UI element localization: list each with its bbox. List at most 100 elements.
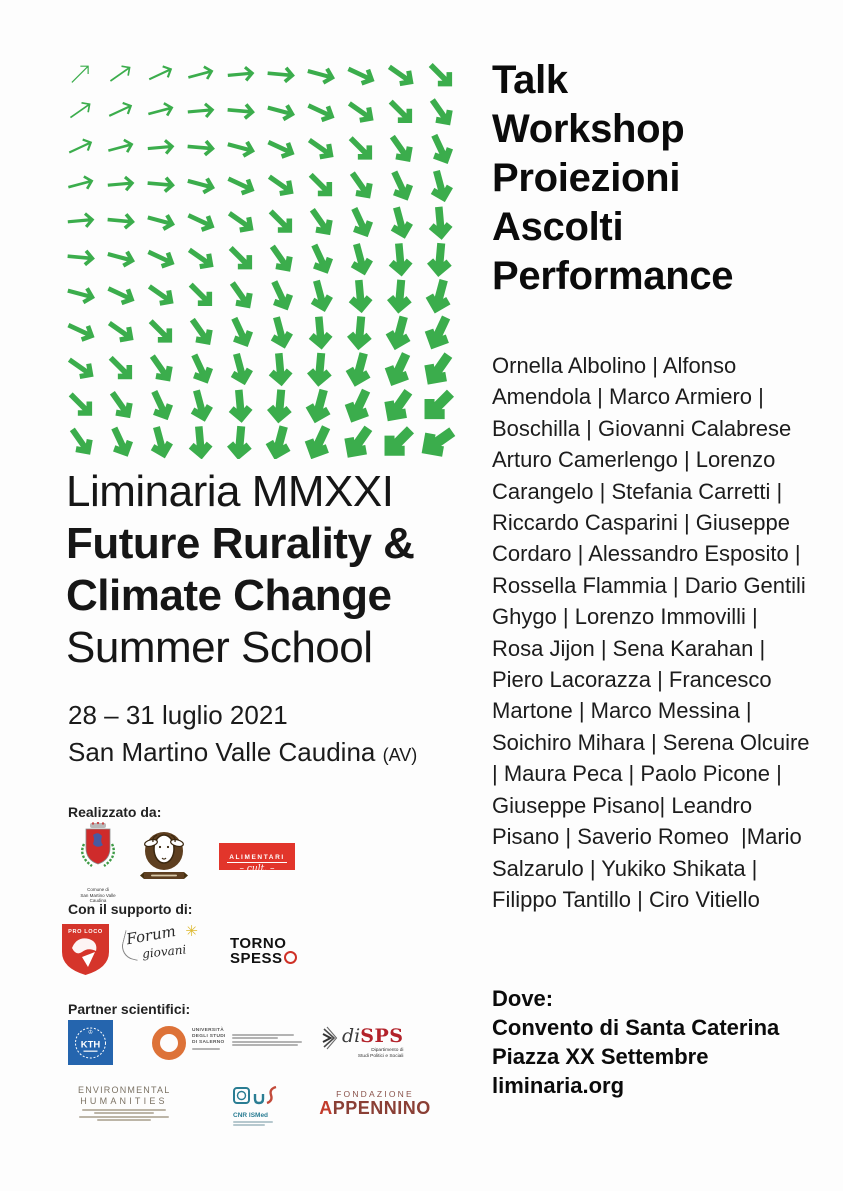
sun-doodle-icon: ✳	[185, 923, 198, 940]
logo-environmental-humanities: ENVIRONMENTAL HUMANITIES	[78, 1085, 170, 1123]
event-series-title: Liminaria MMXXI	[66, 467, 394, 516]
event-format-title: Summer School	[66, 623, 373, 672]
arrow-pattern-graphic	[67, 63, 456, 459]
text-line: Convento di Santa Caterina	[492, 1015, 780, 1040]
micro-text-bar	[94, 1112, 154, 1115]
university-name-line2: DEGLI STUDI	[192, 1034, 226, 1040]
venue-block: Dove: Convento di Santa Caterina Piazza X…	[492, 984, 779, 1100]
text-line: Ghygo | Lorenzo Immovilli |	[492, 604, 758, 630]
cnr-ismed-label: CNR ISMed	[233, 1112, 269, 1119]
university-name-line1: UNIVERSITÀ	[192, 1028, 225, 1033]
text-line: Workshop	[492, 107, 685, 151]
pro-loco-shield-icon: PRO LOCO	[62, 924, 109, 975]
text-line: Salzarulo | Yukiko Shikata |	[492, 855, 758, 881]
section-label-partner-scientifici: Partner scientifici:	[68, 1001, 191, 1017]
micro-text-bar	[231, 1044, 298, 1047]
text-line: Soichiro Mihara | Serena Olcuire	[492, 729, 810, 755]
micro-text-bar	[79, 1115, 169, 1118]
venue-label: Dove:	[492, 986, 554, 1011]
kth-acronym: KTH	[81, 1040, 101, 1051]
micro-text-bar	[97, 1119, 151, 1122]
red-circle-o-icon: O	[283, 951, 297, 964]
text-line: Martone | Marco Messina |	[492, 698, 752, 724]
logo-torno-spesso: TORNO SPESSO	[230, 936, 297, 966]
text-line: | Maura Peca | Paolo Picone |	[492, 761, 782, 787]
program-types-list: Talk Workshop Proiezioni Ascolti Performance	[492, 56, 734, 301]
logo-comune-san-martino: Comune di San Martino Valle Caudina	[74, 821, 122, 904]
disps-subtitle-line2: Studi Politici e Sociali	[357, 1054, 404, 1059]
text-line: Rossella Flammia | Dario Gentili	[492, 572, 806, 598]
svg-text:♔: ♔	[88, 1029, 93, 1036]
logo-pro-loco: PRO LOCO	[58, 922, 113, 982]
disps-fan-icon	[322, 1026, 338, 1050]
text-line: Filippo Tantillo | Ciro Vitiello	[492, 886, 760, 912]
section-label-con-il-supporto: Con il supporto di:	[68, 901, 193, 917]
disps-wordmark: diSPS	[342, 1026, 403, 1046]
text-line: Pisano | Saverio Romeo |Mario	[492, 824, 802, 850]
micro-text-bar	[231, 1033, 294, 1036]
fondazione-word: FONDAZIONE	[336, 1089, 414, 1099]
logo-sheep-brand	[139, 827, 189, 888]
logo-university-salerno: UNIVERSITÀ DEGLI STUDI DI SALERNO	[152, 1026, 302, 1060]
text-line: liminaria.org	[492, 1073, 625, 1098]
event-dates: 28 – 31 luglio 2021	[68, 700, 288, 730]
event-location-province: (AV)	[382, 745, 418, 765]
university-dept-block	[231, 1026, 302, 1048]
logo-fondazione-appennino: FONDAZIONE APPENNINO	[315, 1089, 435, 1118]
event-theme-line-1: Future Rurality &	[66, 519, 415, 568]
logo-cnr-ismed: CNR ISMed	[233, 1084, 283, 1128]
sheep-head-icon	[140, 832, 188, 879]
speakers-names-list: Ornella Albolino | Alfonso Amendola | Mar…	[492, 350, 822, 915]
pro-loco-band-text: PRO LOCO	[68, 929, 103, 935]
university-seal-icon	[152, 1026, 186, 1060]
torno-line: TORNO	[230, 935, 287, 952]
logo-kth: ♔ KTH	[68, 1020, 113, 1070]
disps-subtitle: Dipartimento di Studi Politici e Sociali	[342, 1048, 404, 1060]
micro-text-bar	[233, 1124, 265, 1127]
event-location-name: San Martino Valle Caudina	[68, 737, 376, 767]
spesso-line: SPESSO	[230, 951, 297, 966]
text-line: Talk	[492, 58, 568, 102]
logo-alimentari-cult: ALIMENTARI cult.	[219, 843, 295, 874]
comune-caption-line2: San Martino Valle Caudina	[80, 892, 116, 904]
micro-text-bar	[231, 1040, 302, 1043]
text-line: Cordaro | Alessandro Esposito |	[492, 541, 801, 567]
appennino-word: APPENNINO	[319, 1098, 431, 1118]
section-label-realizzato-da: Realizzato da:	[68, 804, 162, 820]
disps-sps: SPS	[360, 1025, 404, 1047]
text-line: Piero Lacorazza | Francesco	[492, 667, 772, 693]
spesso-text: SPESS	[230, 950, 283, 967]
micro-text-bar	[231, 1037, 278, 1040]
logo-forum-giovani: Forum ✳ giovani	[119, 922, 200, 982]
alimentari-cult-wordmark: cult.	[219, 864, 295, 874]
text-line: Piazza XX Settembre	[492, 1044, 709, 1069]
disps-di: di	[342, 1025, 361, 1047]
disps-subtitle-line1: Dipartimento di	[371, 1048, 404, 1053]
text-line: Rosa Jijon | Sena Karahan |	[492, 635, 766, 661]
micro-text-bar	[192, 1048, 220, 1051]
text-line: Boschilla | Giovanni Calabrese	[492, 415, 792, 441]
text-line: Riccardo Casparini | Giuseppe	[492, 510, 790, 536]
event-theme-line-2: Climate Change	[66, 571, 392, 620]
text-line: Ascolti	[492, 205, 624, 249]
eh-line1: ENVIRONMENTAL	[78, 1085, 171, 1095]
comune-caption-line1: Comune di	[87, 887, 109, 892]
text-line: Carangelo | Stefania Carretti |	[492, 478, 783, 504]
kth-seal-icon: ♔ KTH	[68, 1020, 113, 1065]
micro-text-bar	[233, 1120, 273, 1123]
university-name-block: UNIVERSITÀ DEGLI STUDI DI SALERNO	[192, 1026, 226, 1052]
cnr-ismed-icon	[233, 1085, 277, 1105]
logo-disps: diSPS Dipartimento di Studi Politici e S…	[322, 1026, 403, 1060]
text-line: Ornella Albolino | Alfonso	[492, 353, 737, 378]
text-line: Amendola | Marco Armiero |	[492, 384, 764, 410]
text-line: Proiezioni	[492, 156, 681, 200]
micro-text-bar	[82, 1108, 166, 1111]
text-line: Arturo Camerlengo | Lorenzo	[492, 447, 776, 473]
eh-line2: HUMANITIES	[80, 1096, 168, 1106]
event-title-block: Liminaria MMXXI Future Rurality & Climat…	[66, 466, 415, 674]
event-location: San Martino Valle Caudina (AV)	[68, 737, 417, 768]
comune-crest-icon	[81, 821, 115, 867]
text-line: Performance	[492, 254, 734, 298]
university-name-line3: DI SALERNO	[192, 1040, 225, 1046]
